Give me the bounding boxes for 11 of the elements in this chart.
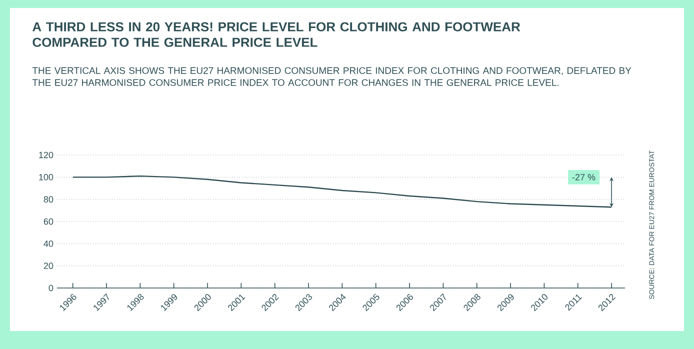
y-tick-label: 40 xyxy=(44,240,54,247)
y-tick-label: 80 xyxy=(44,196,54,203)
annotation: -27 % xyxy=(572,174,596,180)
y-tick-label: 120 xyxy=(39,152,54,158)
line-series xyxy=(72,175,612,208)
chart-title: A THIRD LESS IN 20 YEARS! PRICE LEVEL FOR CLOTHING AND FOOTWEAR COMPARED TO THE GENERAL PRICE LEVEL xyxy=(32,22,520,47)
y-tick-label: 20 xyxy=(44,262,54,270)
y-tick-label: 100 xyxy=(39,174,54,180)
chart-subtitle: THE VERTICAL AXIS SHOWS THE EU27 HARMONISED CONSUMER PRICE INDEX FOR CLOTHING AND FOOTWEAR, DEFLATED BY THE EU27 HARMONISED CONSUMER PRICE INDEX TO ACCOUNT FOR CHANGES IN THE GENERAL PRICE LEVEL. xyxy=(32,67,632,86)
y-tick-label: 0 xyxy=(48,284,54,292)
y-tick-label: 60 xyxy=(44,218,54,225)
